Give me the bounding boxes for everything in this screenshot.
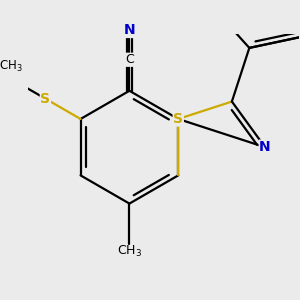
Text: N: N	[259, 140, 271, 154]
Text: CH$_3$: CH$_3$	[0, 58, 23, 74]
Text: CH$_3$: CH$_3$	[117, 244, 142, 259]
Text: C: C	[125, 53, 134, 66]
Text: S: S	[40, 92, 50, 106]
Text: S: S	[173, 112, 183, 126]
Text: N: N	[124, 23, 135, 38]
